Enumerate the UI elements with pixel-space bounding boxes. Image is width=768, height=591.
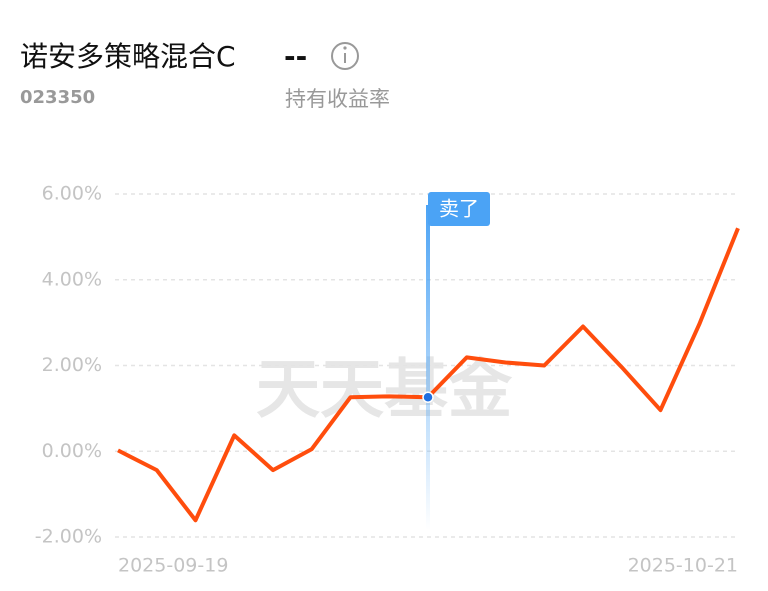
x-tick-label: 2025-09-19	[118, 555, 228, 577]
y-tick-label: 6.00%	[42, 183, 102, 205]
fund-code: 023350	[20, 87, 95, 108]
y-tick-label: 2.00%	[42, 354, 102, 376]
y-tick-label: 4.00%	[42, 268, 102, 290]
marker-dot	[422, 391, 434, 403]
info-icon-dot	[343, 46, 347, 50]
marker-label: 卖了	[439, 197, 479, 221]
info-icon[interactable]	[331, 42, 359, 70]
chart: 6.00% 4.00% 2.00% 0.00% -2.00% 2025-09-19 2025…	[35, 183, 740, 577]
marker-line	[426, 205, 430, 530]
fund-value: --	[284, 40, 307, 73]
x-tick-label: 2025-10-21	[628, 555, 738, 577]
marker-badge	[428, 192, 490, 226]
metric-label: 持有收益率	[285, 87, 390, 111]
y-tick-label: -2.00%	[35, 526, 102, 548]
fund-title: 诺安多策略混合C	[20, 40, 236, 73]
watermark: 天天基金	[256, 353, 513, 428]
y-tick-label: 0.00%	[42, 440, 102, 462]
